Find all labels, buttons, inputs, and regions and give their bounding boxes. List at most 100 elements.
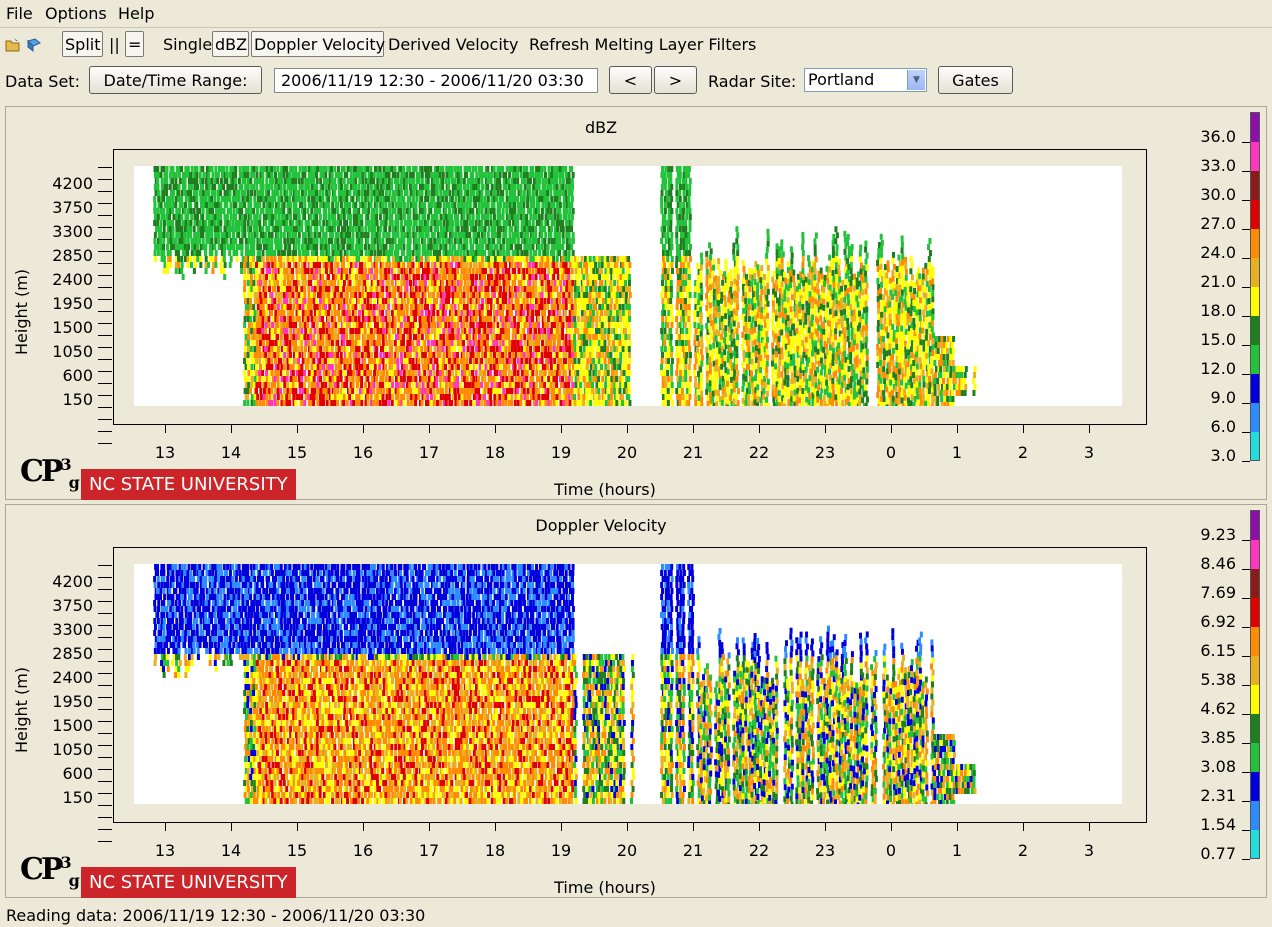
radar-gate xyxy=(175,184,179,190)
menu-options[interactable]: Options xyxy=(45,4,107,23)
radar-gate xyxy=(529,286,533,292)
radar-gate xyxy=(486,244,490,250)
radar-gate xyxy=(222,232,226,238)
radar-gate xyxy=(298,268,302,274)
radar-gate xyxy=(462,184,466,190)
dbz-toggle[interactable]: dBZ xyxy=(212,31,249,57)
menu-help[interactable]: Help xyxy=(118,4,155,23)
radar-gate xyxy=(288,298,292,304)
radar-gate xyxy=(565,292,569,298)
chevron-down-icon[interactable]: ▼ xyxy=(907,70,925,90)
radar-gate xyxy=(295,316,299,322)
radar-gate xyxy=(577,358,581,364)
radar-gate xyxy=(504,298,508,304)
radar-gate xyxy=(262,286,266,292)
radar-gate xyxy=(355,400,359,406)
radar-gate xyxy=(414,364,418,370)
radar-gate xyxy=(324,280,328,286)
radar-gate xyxy=(285,322,289,328)
radar-gate xyxy=(289,376,293,382)
radar-gate xyxy=(271,226,275,232)
radar-gate xyxy=(225,238,229,244)
radar-site-select[interactable]: Portland ▼ xyxy=(804,68,927,92)
radar-gate xyxy=(469,298,473,304)
pipes-toggle[interactable]: || xyxy=(109,35,120,54)
radar-gate xyxy=(354,292,358,298)
radar-gate xyxy=(334,250,338,256)
radar-gate xyxy=(394,376,398,382)
radar-gate xyxy=(547,358,551,364)
radar-gate xyxy=(390,388,394,394)
radar-gate xyxy=(577,262,581,268)
radar-gate xyxy=(541,364,545,370)
book-icon[interactable] xyxy=(26,37,42,53)
gates-button[interactable]: Gates xyxy=(938,66,1013,94)
radar-gate xyxy=(250,400,254,406)
radar-gate xyxy=(442,226,446,232)
radar-gate xyxy=(420,190,424,196)
equals-button[interactable]: = xyxy=(125,31,144,57)
radar-gate xyxy=(549,352,553,358)
radar-gate xyxy=(255,316,259,322)
radar-gate xyxy=(532,178,536,184)
radar-gate xyxy=(423,358,427,364)
radar-gate xyxy=(472,250,476,256)
prev-button[interactable]: < xyxy=(609,66,652,94)
radar-gate xyxy=(385,238,389,244)
derived-velocity-toggle[interactable]: Derived Velocity xyxy=(388,35,519,54)
radar-gate xyxy=(318,256,322,262)
radar-gate xyxy=(411,172,415,178)
radar-gate xyxy=(405,280,409,286)
radar-gate xyxy=(519,328,523,334)
radar-gate xyxy=(396,358,400,364)
radar-gate xyxy=(574,328,578,334)
radar-gate xyxy=(283,214,287,220)
radar-gate xyxy=(315,196,319,202)
radar-gate xyxy=(270,358,274,364)
radar-gate xyxy=(426,220,430,226)
radar-gate xyxy=(409,394,413,400)
split-button[interactable]: Split xyxy=(62,31,103,57)
radar-gate xyxy=(448,232,452,238)
radar-gate xyxy=(264,328,268,334)
radar-gate xyxy=(160,184,164,190)
doppler-velocity-toggle[interactable]: Doppler Velocity xyxy=(251,31,385,57)
radar-gate xyxy=(409,316,413,322)
radar-gate xyxy=(432,268,436,274)
refresh-melting-layer-button[interactable]: Refresh Melting Layer Filters xyxy=(529,35,757,54)
single-toggle[interactable]: Single xyxy=(163,35,213,54)
radar-gate xyxy=(519,334,523,340)
radar-gate xyxy=(334,322,338,328)
radar-gate xyxy=(378,298,382,304)
radar-gate xyxy=(333,376,337,382)
radar-gate xyxy=(226,184,230,190)
radar-gate xyxy=(345,268,349,274)
radar-gate xyxy=(433,262,437,268)
open-folder-icon[interactable] xyxy=(5,37,21,53)
radar-gate xyxy=(349,334,353,340)
radar-gate xyxy=(498,310,502,316)
menu-file[interactable]: File xyxy=(6,4,33,23)
radar-gate xyxy=(303,352,307,358)
radar-gate xyxy=(517,376,521,382)
date-range-field[interactable]: 2006/11/19 12:30 - 2006/11/20 03:30 xyxy=(274,68,598,93)
radar-gate xyxy=(202,202,206,208)
radar-gate xyxy=(436,352,440,358)
radar-gate xyxy=(399,370,403,376)
date-time-range-button[interactable]: Date/Time Range: xyxy=(89,66,262,94)
radar-gate xyxy=(414,220,418,226)
radar-gate xyxy=(370,382,374,388)
radar-gate xyxy=(399,322,403,328)
radar-gate xyxy=(309,400,313,406)
next-button[interactable]: > xyxy=(654,66,697,94)
radar-gate xyxy=(444,298,448,304)
radar-gate xyxy=(369,334,373,340)
radar-gate xyxy=(549,376,553,382)
radar-gate xyxy=(255,268,259,274)
radar-gate xyxy=(520,238,524,244)
radar-gate xyxy=(531,274,535,280)
radar-gate xyxy=(378,232,382,238)
radar-gate xyxy=(156,238,160,244)
radar-gate xyxy=(292,352,296,358)
radar-gate xyxy=(448,190,452,196)
